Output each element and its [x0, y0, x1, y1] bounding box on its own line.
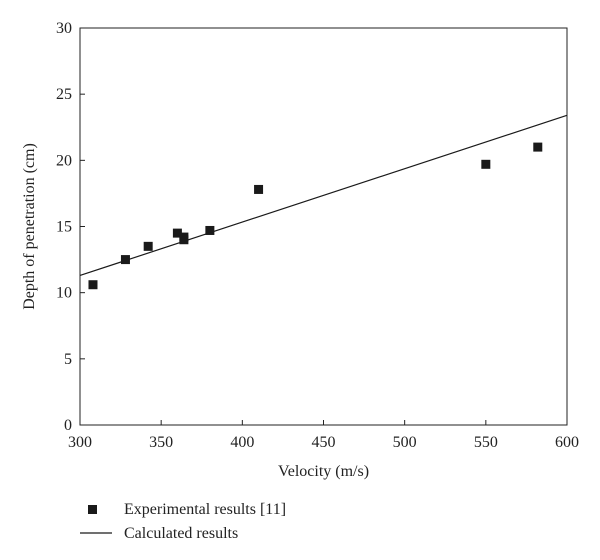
legend: Experimental results [11] Calculated res…	[80, 501, 286, 542]
x-tick-label: 550	[474, 434, 498, 451]
y-tick-label: 20	[56, 152, 72, 169]
y-tick-label: 0	[64, 417, 72, 434]
y-tick-label: 10	[56, 285, 72, 302]
experimental-point	[120, 255, 130, 265]
calculated-results-line	[79, 114, 568, 277]
x-tick-label: 300	[68, 434, 92, 451]
y-tick-label: 30	[56, 20, 72, 37]
plot-frame	[79, 27, 568, 426]
x-axis-label: Velocity (m/s)	[278, 463, 369, 480]
experimental-point	[172, 228, 182, 238]
legend-label-calculated: Calculated results	[124, 525, 238, 542]
x-tick-label: 500	[393, 434, 417, 451]
legend-label-experimental: Experimental results [11]	[124, 501, 286, 518]
experimental-point	[254, 184, 264, 194]
experimental-point	[533, 142, 543, 152]
series-layer	[79, 114, 568, 290]
experimental-point	[179, 235, 189, 245]
y-axis-label: Depth of penetration (cm)	[21, 143, 38, 310]
experimental-point	[88, 280, 98, 290]
legend-marker-experimental	[88, 505, 97, 514]
x-axis-ticks: 300 350 400 450 500 550 600	[68, 420, 579, 451]
y-tick-label: 25	[56, 86, 72, 103]
y-tick-label: 5	[64, 351, 72, 368]
experimental-point	[481, 159, 491, 169]
experimental-point	[205, 225, 215, 235]
y-tick-label: 15	[56, 219, 72, 236]
x-tick-label: 350	[149, 434, 173, 451]
y-axis-ticks: 0 5 10 15 20 25 30	[56, 20, 85, 434]
x-tick-label: 450	[312, 434, 336, 451]
x-tick-label: 600	[555, 434, 579, 451]
experimental-point	[143, 241, 153, 251]
x-tick-label: 400	[230, 434, 254, 451]
